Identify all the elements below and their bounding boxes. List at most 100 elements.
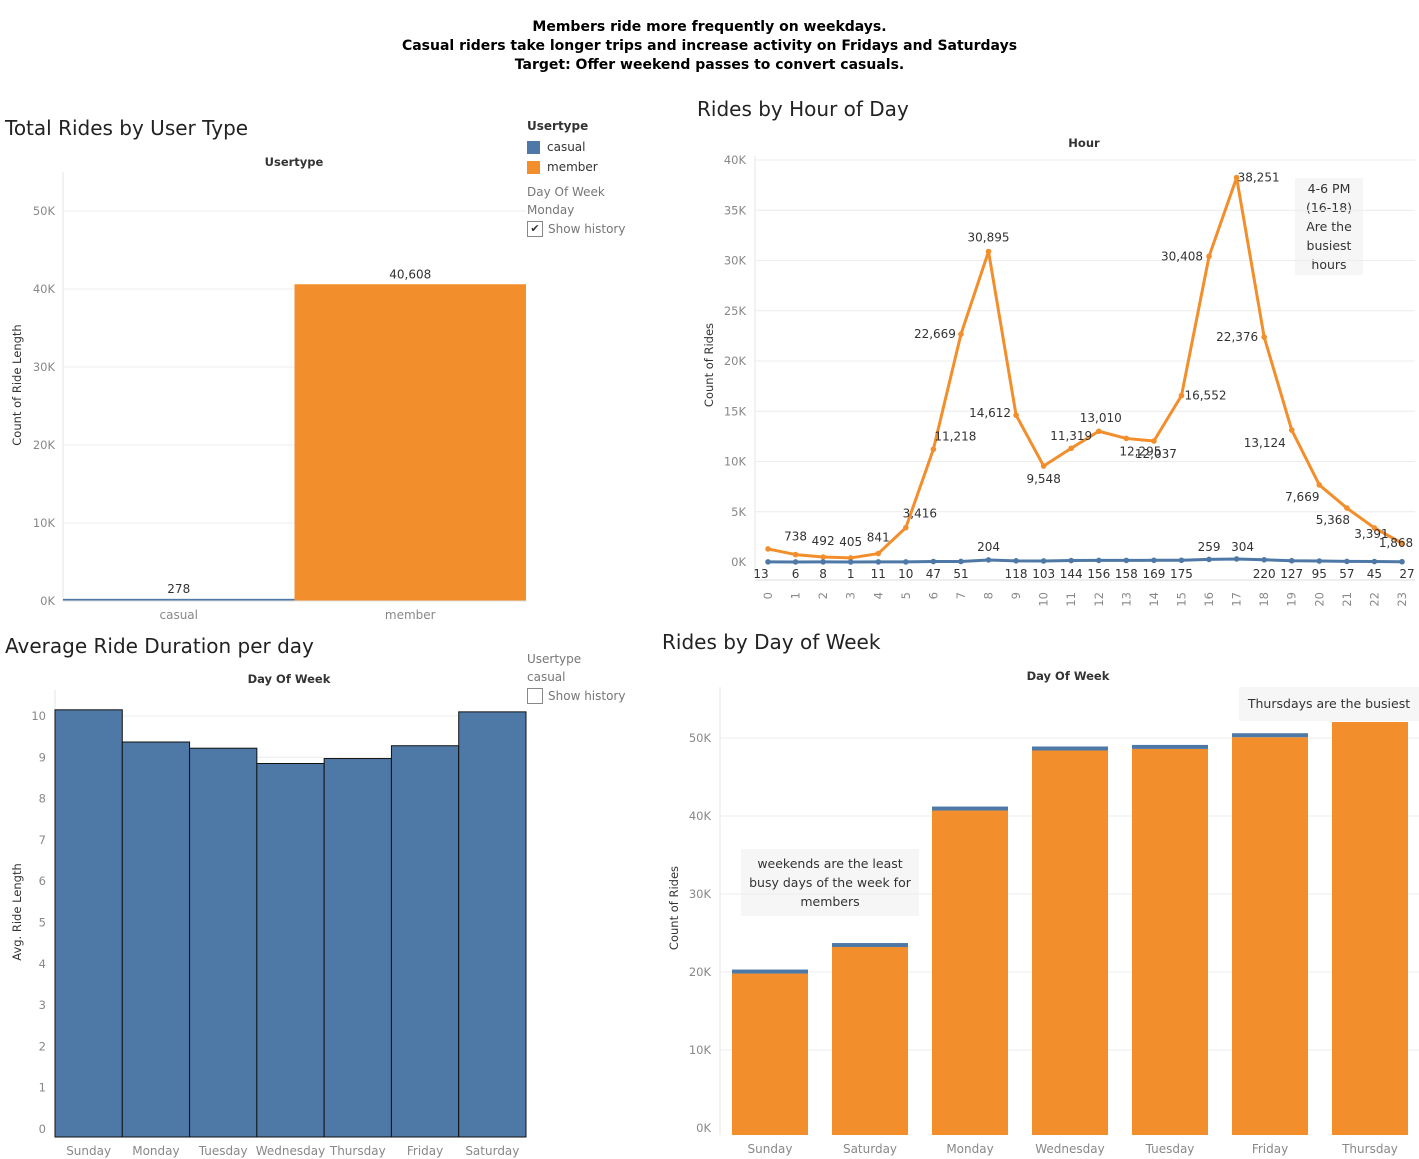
x-tick-label: 1 [789, 592, 803, 599]
casual-point [1399, 558, 1405, 565]
member-line [767, 176, 1403, 560]
x-tick-label: 23 [1395, 592, 1409, 607]
chart3-ylabel: Avg. Ride Length [10, 863, 24, 961]
member-point [1123, 435, 1130, 442]
chart1-ylabel: Count of Ride Length [10, 324, 24, 445]
casual-point [1344, 558, 1350, 565]
show-history-toggle-2[interactable]: Show history [527, 686, 625, 706]
x-tick-label: Wednesday [1035, 1142, 1104, 1156]
data-label: 40,608 [389, 267, 431, 281]
chart4-header: Day Of Week [1027, 669, 1110, 683]
member-data-label: 5,368 [1316, 513, 1350, 527]
casual-data-label: 10 [898, 567, 913, 581]
casual-data-label: 158 [1115, 567, 1138, 581]
show-history-toggle[interactable]: ✔ Show history [527, 219, 625, 239]
member-data-label: 30,895 [968, 231, 1010, 245]
member-point [1344, 505, 1350, 511]
x-tick-label: 19 [1285, 592, 1299, 607]
member-bar-saturday [832, 947, 908, 1135]
dashboard-header: Members ride more frequently on weekdays… [0, 18, 1419, 75]
casual-point [1123, 557, 1130, 564]
casual-point [765, 559, 771, 565]
casual-point [1233, 556, 1240, 562]
y-tick-label: 40K [33, 282, 56, 296]
member-point [1288, 427, 1295, 433]
casual-point [1178, 557, 1185, 564]
member-point [985, 248, 992, 255]
filter2-value: casual [527, 670, 566, 684]
x-tick-label: 21 [1340, 592, 1354, 607]
member-data-label: 11,319 [1050, 429, 1092, 443]
member-point [1371, 525, 1378, 531]
casual-data-label: 156 [1087, 567, 1110, 581]
x-tick-label: Friday [407, 1144, 443, 1158]
legend-item-casual[interactable]: casual [527, 137, 625, 157]
casual-data-label: 103 [1032, 567, 1055, 581]
x-tick-label: Monday [946, 1142, 993, 1156]
x-tick-label: 0 [761, 592, 775, 599]
annotation-line: weekends are the least [757, 856, 903, 871]
x-tick-label: Saturday [465, 1144, 519, 1158]
member-data-label: 1,868 [1379, 536, 1413, 550]
x-tick-label: 10 [1037, 592, 1051, 607]
member-data-label: 7,669 [1285, 490, 1319, 504]
legend-label-casual: casual [547, 140, 586, 154]
y-tick-label: 30K [724, 254, 747, 268]
member-data-label: 13,010 [1080, 411, 1122, 425]
casual-data-label: 45 [1367, 567, 1382, 581]
x-tick-label: 7 [954, 592, 968, 599]
usertype-legend: Usertype casual member Day Of Week Monda… [527, 119, 625, 239]
y-tick-label: 0 [39, 1122, 46, 1136]
member-point [1178, 392, 1185, 399]
casual-point [930, 558, 937, 565]
member-data-label: 3,416 [903, 507, 937, 521]
casual-line [767, 557, 1403, 564]
member-data-label: 22,669 [914, 327, 956, 341]
chart3-header: Day Of Week [248, 672, 331, 686]
member-data-label: 841 [867, 531, 890, 545]
member-bar-tuesday [1132, 748, 1208, 1135]
member-point [765, 546, 771, 552]
casual-data-label: 259 [1198, 540, 1221, 554]
casual-data-label: 95 [1312, 567, 1327, 581]
casual-point [847, 559, 854, 565]
checkbox-empty-icon[interactable] [527, 688, 543, 704]
member-point [1040, 463, 1047, 469]
member-data-label: 492 [812, 534, 835, 548]
y-tick-label: 50K [33, 204, 56, 218]
y-tick-label: 10K [689, 1043, 712, 1057]
member-point [820, 554, 826, 560]
member-point [1261, 334, 1267, 340]
filter-value: Monday [527, 203, 575, 217]
x-tick-label: Thursday [1341, 1142, 1398, 1156]
member-data-label: 38,251 [1238, 171, 1280, 185]
member-bar-sunday [732, 973, 808, 1135]
casual-data-label: 27 [1399, 567, 1414, 581]
x-tick-label: 6 [926, 592, 940, 599]
casual-point [1288, 557, 1295, 564]
member-swatch [527, 160, 540, 174]
member-data-label: 12,037 [1135, 447, 1177, 461]
chart1-title: Total Rides by User Type [5, 116, 249, 140]
annotation-line: members [800, 894, 860, 909]
x-tick-label: 5 [899, 592, 913, 599]
weekend-annotation: weekends are the least busy days of the … [741, 849, 919, 916]
chart2-title: Rides by Hour of Day [697, 97, 909, 121]
casual-point [1261, 556, 1267, 563]
checkbox-checked-icon[interactable]: ✔ [527, 221, 543, 237]
y-tick-label: 40K [724, 153, 747, 167]
x-tick-label: 8 [982, 592, 996, 599]
usertype-filter-panel: Usertype casual Show history [527, 650, 625, 706]
member-point [792, 551, 799, 558]
bar-tuesday [189, 747, 258, 1138]
member-data-label: 30,408 [1161, 249, 1203, 263]
bar-saturday [458, 711, 527, 1138]
legend-item-member[interactable]: member [527, 157, 625, 177]
thursday-annotation: Thursdays are the busiest [1239, 687, 1419, 721]
show-history-label-2: Show history [548, 689, 626, 703]
member-bar-wednesday [1032, 750, 1108, 1135]
casual-point [792, 559, 799, 565]
